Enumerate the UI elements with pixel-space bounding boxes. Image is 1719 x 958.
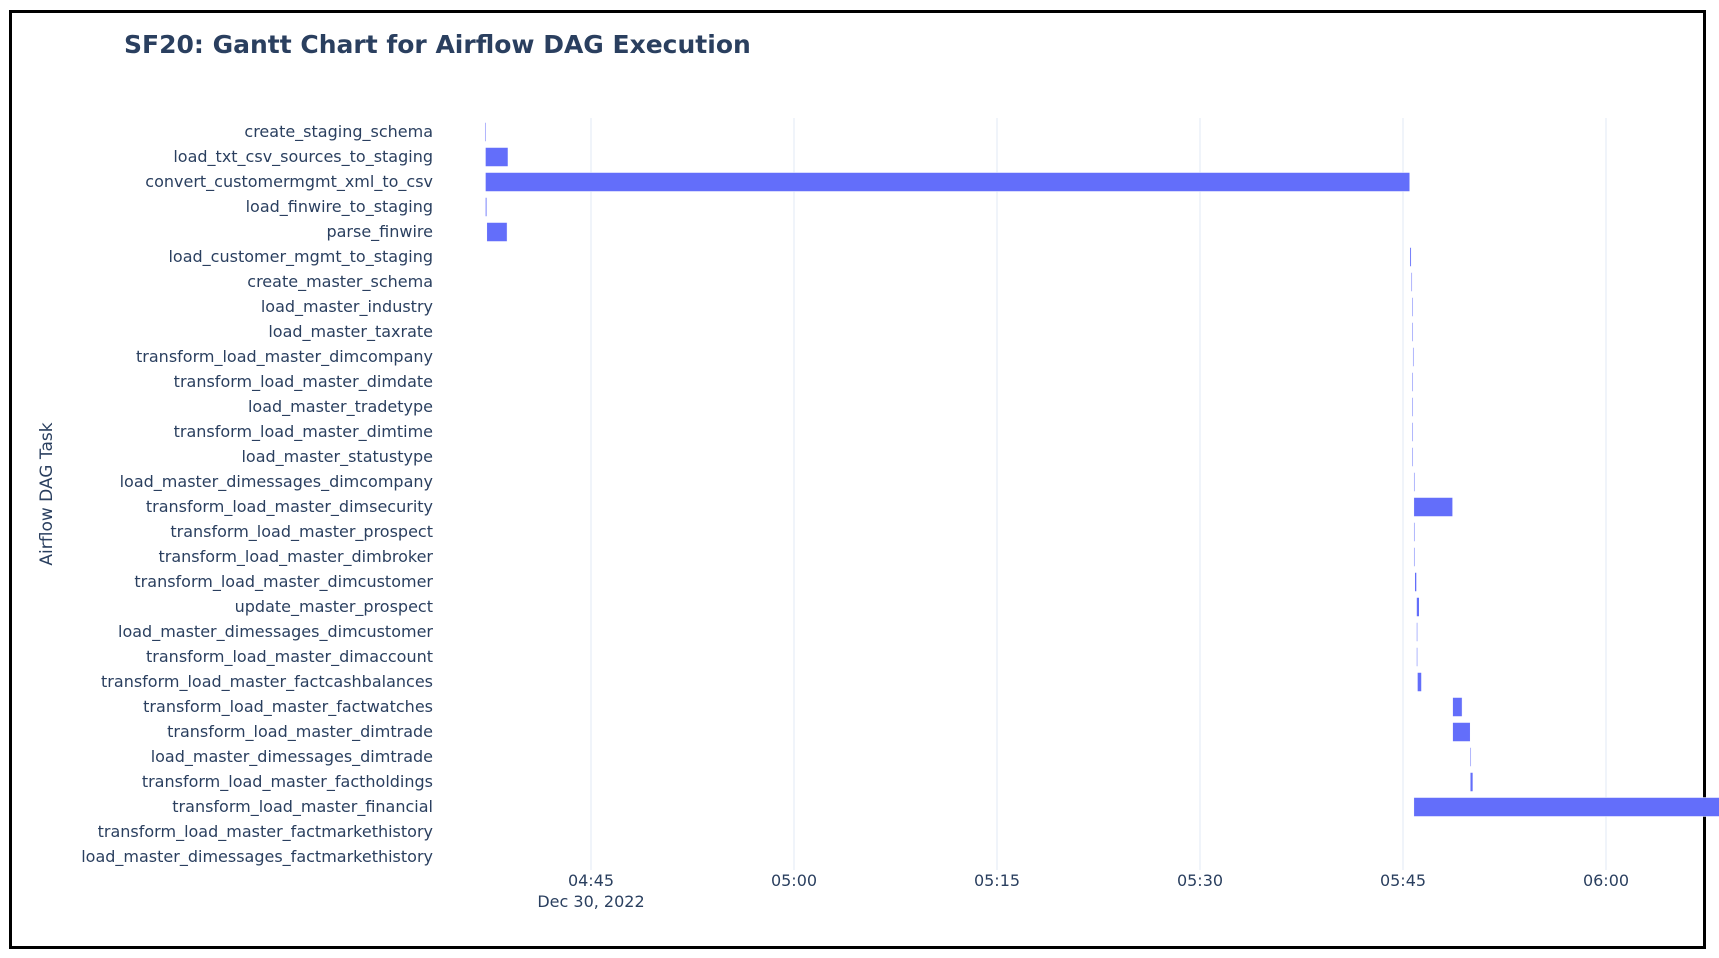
y-tick-label: create_master_schema [247, 272, 433, 292]
task-bar-convert-customermgmt-xml-to-csv[interactable] [485, 172, 1411, 192]
task-bar-load-master-taxrate[interactable] [1411, 322, 1414, 342]
x-tick-label: 05:30 [1177, 871, 1223, 890]
task-bar-transform-load-master-dimtime[interactable] [1411, 422, 1414, 442]
y-tick-label: load_master_dimessages_dimtrade [151, 747, 433, 767]
task-bar-transform-load-master-dimsecurity[interactable] [1413, 497, 1453, 517]
y-tick-label: load_master_statustype [241, 447, 433, 467]
y-tick-label: transform_load_master_factcashbalances [101, 672, 433, 692]
y-tick-label: load_master_tradetype [248, 397, 433, 417]
x-tick-label: 05:15 [974, 871, 1020, 890]
y-tick-label: load_master_taxrate [268, 322, 433, 342]
task-bar-parse-finwire[interactable] [486, 222, 508, 242]
y-tick-label: load_customer_mgmt_to_staging [168, 247, 433, 267]
task-bar-load-master-statustype[interactable] [1411, 447, 1414, 467]
y-tick-label: transform_load_master_factholdings [142, 772, 433, 792]
y-tick-label: load_finwire_to_staging [246, 197, 433, 217]
y-tick-label: transform_load_master_dimsecurity [146, 497, 433, 517]
y-tick-label: load_master_dimessages_dimcompany [120, 472, 433, 492]
task-bar-load-finwire-to-staging[interactable] [485, 197, 488, 217]
y-tick-label: convert_customermgmt_xml_to_csv [145, 172, 433, 192]
y-tick-label: transform_load_master_dimcustomer [134, 572, 433, 592]
task-bar-create-master-schema[interactable] [1410, 272, 1413, 292]
task-bar-load-master-industry[interactable] [1411, 297, 1414, 317]
task-bar-transform-load-master-dimcustomer[interactable] [1414, 572, 1417, 592]
task-bar-transform-load-master-prospect[interactable] [1413, 522, 1416, 542]
y-tick-label: transform_load_master_dimdate [174, 372, 433, 392]
task-bar-create-staging-schema[interactable] [484, 122, 487, 142]
y-tick-label: create_staging_schema [244, 122, 433, 142]
y-tick-label: transform_load_master_factwatches [143, 697, 433, 717]
y-tick-label: parse_finwire [326, 222, 433, 242]
y-tick-label: load_master_dimessages_factmarkethistory [81, 847, 433, 867]
task-bar-transform-load-master-factcashbalances[interactable] [1417, 672, 1422, 692]
task-bar-transform-load-master-dimcompany[interactable] [1412, 347, 1415, 367]
y-tick-label: transform_load_master_dimtrade [167, 722, 433, 742]
x-tick-label: 05:45 [1380, 871, 1426, 890]
task-bar-load-master-dimessages-dimtrade[interactable] [1469, 747, 1472, 767]
task-bar-load-master-dimessages-dimcustomer[interactable] [1416, 622, 1418, 642]
task-bar-load-master-dimessages-dimcompany[interactable] [1413, 472, 1416, 492]
y-axis-title: Airflow DAG Task [37, 422, 57, 565]
y-tick-label: transform_load_master_factmarkethistory [98, 822, 433, 842]
y-tick-label: transform_load_master_dimtime [174, 422, 433, 442]
y-axis-tick-labels: create_staging_schema load_txt_csv_source… [81, 122, 433, 867]
y-tick-label: transform_load_master_dimaccount [146, 647, 433, 667]
task-bar-transform-load-master-dimtrade[interactable] [1452, 722, 1471, 742]
x-axis-date-label: Dec 30, 2022 [537, 892, 644, 911]
task-bar-transform-load-master-factwatches[interactable] [1452, 697, 1463, 717]
task-bar-update-master-prospect[interactable] [1416, 597, 1420, 617]
y-tick-label: load_master_industry [261, 297, 433, 317]
task-bar-transform-load-master-dimaccount[interactable] [1416, 647, 1418, 667]
chart-frame [9, 10, 1706, 949]
x-tick-label: 06:00 [1583, 871, 1629, 890]
x-tick-label: 04:45 [568, 871, 614, 890]
task-bar-load-master-tradetype[interactable] [1411, 397, 1414, 417]
task-bar-load-txt-csv-sources-to-staging[interactable] [485, 147, 509, 167]
task-bar-transform-load-master-dimdate[interactable] [1411, 372, 1414, 392]
y-tick-label: update_master_prospect [235, 597, 433, 617]
task-bars [484, 122, 1719, 817]
x-gridlines [590, 118, 1607, 870]
task-bar-transform-load-master-factholdings[interactable] [1469, 772, 1474, 792]
y-tick-label: transform_load_master_dimcompany [136, 347, 433, 367]
y-tick-label: transform_load_master_dimbroker [158, 547, 433, 567]
x-tick-label: 05:00 [771, 871, 817, 890]
chart-title: SF20: Gantt Chart for Airflow DAG Execut… [124, 30, 751, 59]
y-tick-label: load_txt_csv_sources_to_staging [173, 147, 433, 167]
task-bar-load-customer-mgmt-to-staging[interactable] [1409, 247, 1412, 267]
y-tick-label: load_master_dimessages_dimcustomer [118, 622, 433, 642]
y-tick-label: transform_load_master_prospect [170, 522, 433, 542]
task-bar-transform-load-master-dimbroker[interactable] [1413, 547, 1416, 567]
task-bar-transform-load-master-financial[interactable] [1413, 797, 1719, 817]
y-tick-label: transform_load_master_financial [172, 797, 433, 817]
